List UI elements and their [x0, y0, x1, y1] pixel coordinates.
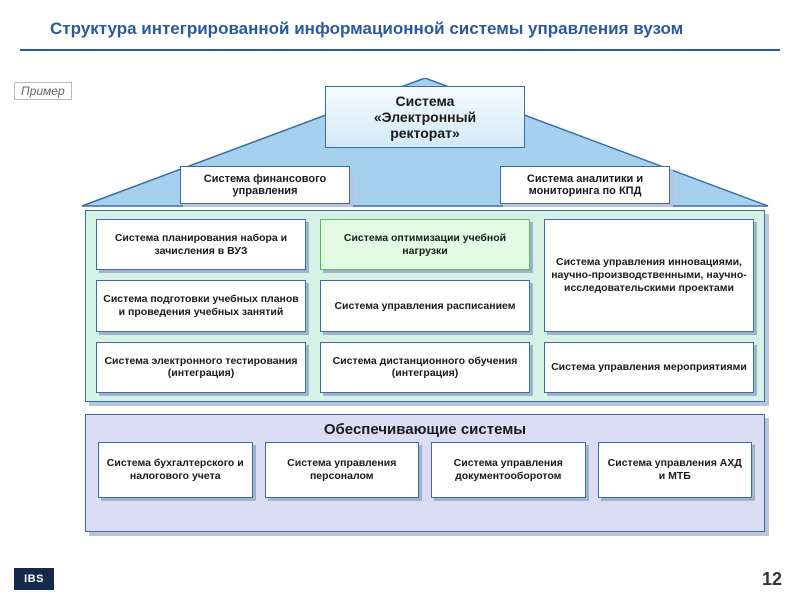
- middle-grid: Система планирования набора и зачисления…: [96, 219, 754, 393]
- bottom-cell: Система управления документооборотом: [431, 442, 586, 498]
- middle-cell: Система подготовки учебных планов и пров…: [96, 280, 306, 331]
- apex-box: Система «Электронный ректорат»: [325, 86, 525, 148]
- middle-cell: Система управления инновациями, научно-п…: [544, 219, 754, 332]
- page-title: Структура интегрированной информационной…: [0, 0, 800, 45]
- middle-cell: Система планирования набора и зачисления…: [96, 219, 306, 270]
- bottom-cell: Система управления персоналом: [265, 442, 420, 498]
- middle-container: Система планирования набора и зачисления…: [85, 210, 765, 402]
- middle-cell: Система управления мероприятиями: [544, 342, 754, 393]
- page-number: 12: [762, 569, 782, 590]
- bottom-cell: Система управления АХД и МТБ: [598, 442, 753, 498]
- title-rule: [20, 49, 780, 51]
- middle-cell: Система дистанционного обучения (интегра…: [320, 342, 530, 393]
- apex-line: «Электронный: [330, 109, 520, 125]
- apex-line: ректорат»: [330, 125, 520, 141]
- bottom-container: Обеспечивающие системы Система бухгалтер…: [85, 414, 765, 532]
- middle-cell: Система оптимизации учебной нагрузки: [320, 219, 530, 270]
- roof-left-box: Система финансового управления: [180, 166, 350, 204]
- bottom-row: Система бухгалтерского и налогового учет…: [86, 442, 764, 508]
- diagram: Система «Электронный ректорат» Система ф…: [80, 78, 770, 558]
- middle-cell: Система электронного тестирования (интег…: [96, 342, 306, 393]
- logo: IBS: [14, 568, 54, 590]
- middle-cell: Система управления расписанием: [320, 280, 530, 331]
- apex-line: Система: [330, 93, 520, 109]
- roof-right-box: Система аналитики и мониторинга по КПД: [500, 166, 670, 204]
- example-label: Пример: [14, 82, 72, 100]
- bottom-cell: Система бухгалтерского и налогового учет…: [98, 442, 253, 498]
- bottom-title: Обеспечивающие системы: [86, 415, 764, 442]
